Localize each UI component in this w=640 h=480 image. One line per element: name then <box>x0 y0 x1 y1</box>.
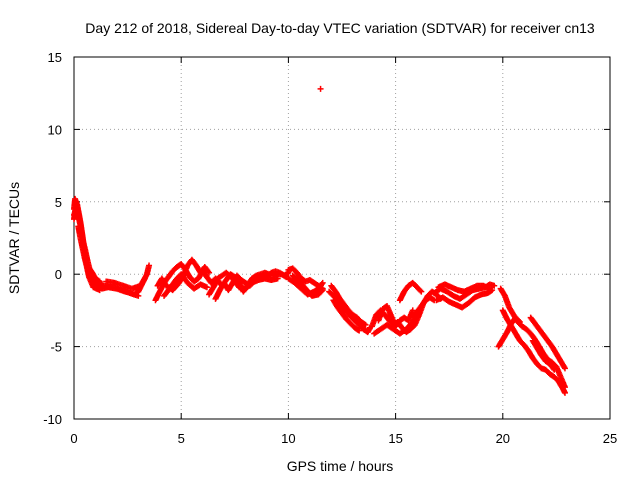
x-tick-label: 10 <box>281 431 295 446</box>
x-tick-label: 15 <box>388 431 402 446</box>
x-axis-label: GPS time / hours <box>287 458 394 474</box>
data-point-marker <box>418 288 425 295</box>
data-point-marker <box>96 278 103 285</box>
y-axis-label: SDTVAR / TECUs <box>6 182 22 294</box>
data-point-marker <box>491 282 498 289</box>
data-point-marker <box>319 279 326 286</box>
data-point-marker <box>516 318 523 325</box>
data-point-marker <box>135 292 142 299</box>
data-point-marker <box>561 365 568 372</box>
data-point-marker <box>141 275 148 282</box>
data-points <box>71 85 568 396</box>
y-tick-label: 5 <box>55 195 62 210</box>
data-point-marker <box>96 287 103 294</box>
data-point-marker <box>356 327 363 334</box>
data-point-marker <box>319 287 326 294</box>
data-point-marker <box>317 85 324 92</box>
data-point-marker <box>550 365 557 372</box>
x-tick-label: 0 <box>70 431 77 446</box>
data-point-marker <box>318 281 325 288</box>
x-tick-labels: 0 5 10 15 20 25 <box>70 431 617 446</box>
plot-frame <box>73 56 611 420</box>
data-point-marker <box>515 317 522 324</box>
x-tick-label: 20 <box>496 431 510 446</box>
data-point-marker <box>205 268 212 275</box>
data-point-marker <box>486 285 493 292</box>
y-tick-label: 0 <box>55 267 62 282</box>
y-tick-label: -5 <box>50 340 62 355</box>
data-point-marker <box>551 366 558 373</box>
data-point-marker <box>561 389 568 396</box>
y-tick-labels: -10 -5 0 5 10 15 <box>43 50 62 427</box>
data-point-marker <box>362 321 369 328</box>
data-point-marker <box>146 262 153 269</box>
data-point-marker <box>409 307 416 314</box>
data-point-marker <box>206 269 213 276</box>
data-point-marker <box>417 287 424 294</box>
data-point-marker <box>318 288 325 295</box>
grid-lines <box>74 57 610 419</box>
y-tick-label: 15 <box>48 50 62 65</box>
axis-ticks <box>73 56 611 420</box>
y-tick-label: 10 <box>48 122 62 137</box>
x-tick-label: 25 <box>603 431 617 446</box>
chart-title: Day 212 of 2018, Sidereal Day-to-day VTE… <box>85 20 595 36</box>
x-tick-label: 5 <box>178 431 185 446</box>
data-point-marker <box>203 284 210 291</box>
data-point-marker <box>274 275 281 282</box>
y-tick-label: -10 <box>43 412 62 427</box>
